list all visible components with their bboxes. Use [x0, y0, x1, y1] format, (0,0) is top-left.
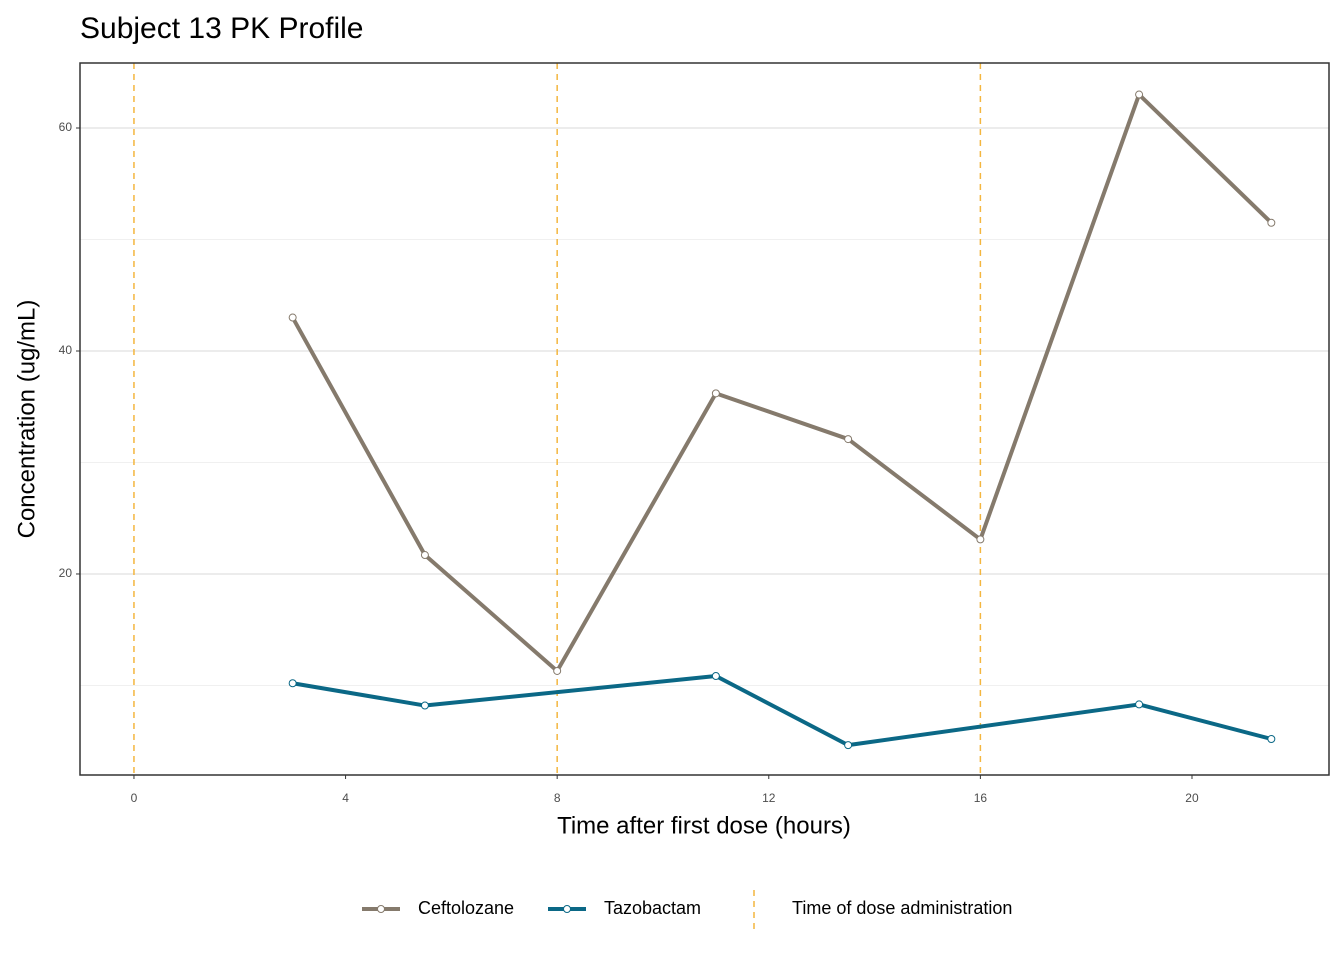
data-point — [711, 671, 720, 680]
data-point — [420, 701, 429, 710]
series-line — [290, 92, 1273, 673]
data-point — [844, 741, 853, 750]
x-tick-label: 8 — [554, 791, 561, 805]
x-tick-label: 4 — [342, 791, 349, 805]
data-point — [711, 389, 720, 398]
data-point — [288, 679, 297, 688]
series-line — [292, 673, 1272, 748]
y-tick-label: 40 — [59, 343, 73, 357]
data-point — [553, 666, 562, 675]
x-axis-label: Time after first dose (hours) — [557, 812, 851, 839]
legend-label: Time of dose administration — [792, 898, 1012, 918]
x-tick-label: 16 — [974, 791, 988, 805]
y-axis-label: Concentration (ug/mL) — [13, 300, 40, 539]
data-point — [1135, 90, 1144, 99]
legend-label: Tazobactam — [604, 898, 701, 918]
y-tick-label: 20 — [59, 566, 73, 580]
x-tick-label: 12 — [762, 791, 776, 805]
legend-swatch-point — [563, 905, 571, 913]
plot-border — [79, 62, 1330, 776]
legend-swatch-point — [377, 905, 385, 913]
data-point — [420, 551, 429, 560]
data-point — [288, 313, 297, 322]
x-tick-label: 20 — [1185, 791, 1199, 805]
x-tick-label: 0 — [131, 791, 138, 805]
legend-label: Ceftolozane — [418, 898, 514, 918]
data-point — [844, 435, 853, 444]
data-point — [1267, 218, 1276, 227]
chart-title: Subject 13 PK Profile — [80, 12, 364, 45]
data-point — [1135, 700, 1144, 709]
data-point — [1267, 734, 1276, 743]
y-tick-label: 60 — [59, 120, 73, 134]
data-point — [976, 535, 985, 544]
